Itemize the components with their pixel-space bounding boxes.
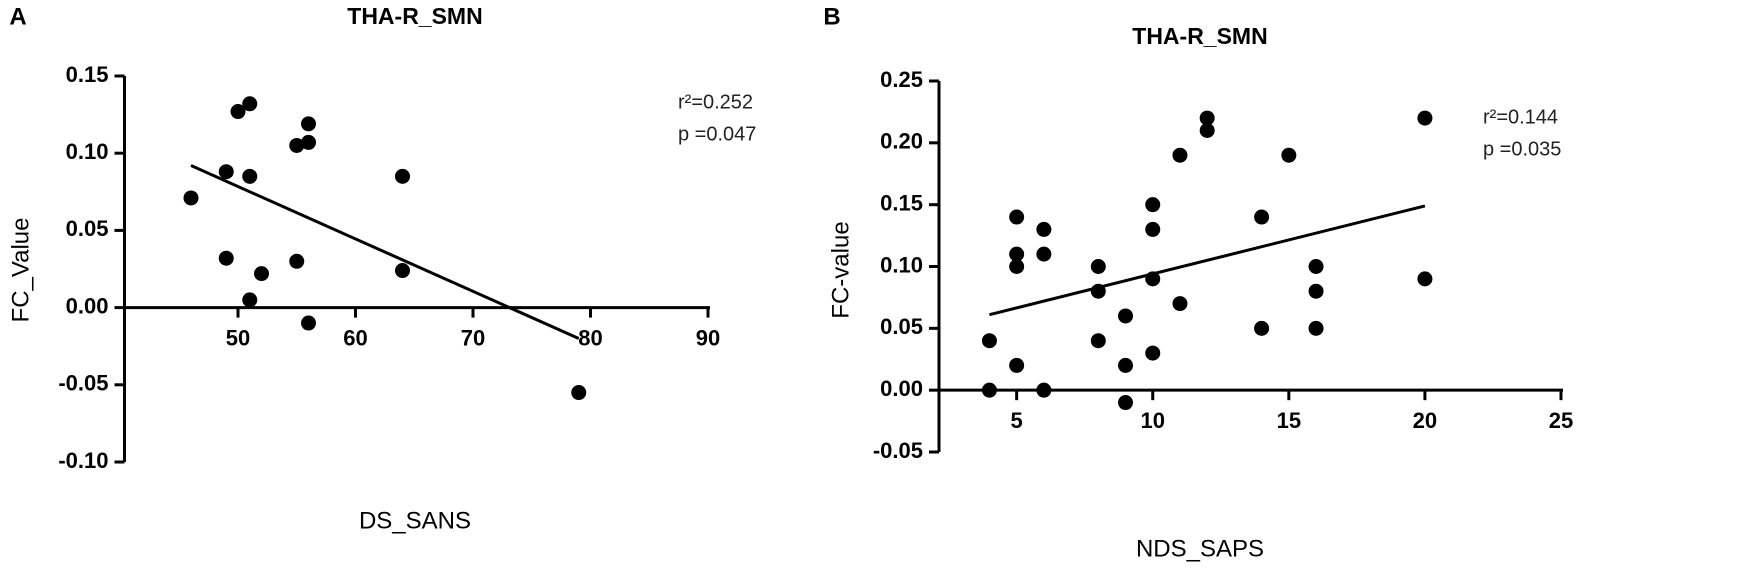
fit-line — [190, 164, 580, 340]
y-tick-label: -0.05 — [873, 438, 923, 463]
data-point — [218, 164, 234, 180]
data-point — [1145, 221, 1161, 237]
y-tick-label: 0.25 — [880, 67, 923, 92]
x-axis-label: DS_SANS — [359, 507, 471, 534]
data-point — [301, 315, 316, 331]
data-point — [301, 134, 316, 150]
y-tick-label: 0.15 — [880, 190, 923, 215]
chart-title: THA-R_SMN — [1132, 23, 1267, 49]
y-tick-label: 0.05 — [66, 216, 109, 241]
data-point — [1254, 320, 1270, 336]
data-point — [218, 250, 234, 266]
data-point — [1199, 122, 1215, 138]
data-point — [1090, 259, 1106, 274]
x-tick-label: 10 — [1140, 408, 1164, 433]
y-tick-label: 0.15 — [66, 62, 109, 87]
data-point — [1009, 259, 1025, 274]
data-point — [1118, 395, 1134, 411]
data-point — [1009, 246, 1025, 262]
data-point — [1145, 197, 1161, 213]
data-point — [981, 333, 997, 349]
data-point — [1308, 259, 1324, 274]
data-point — [395, 168, 410, 184]
fit-line — [989, 204, 1426, 317]
data-point — [1036, 221, 1052, 237]
data-point — [1308, 320, 1324, 336]
data-point — [1308, 283, 1324, 299]
x-tick-label: 60 — [343, 325, 367, 350]
data-point — [1009, 209, 1025, 225]
data-point — [1036, 382, 1052, 398]
data-point — [1036, 246, 1052, 262]
stat-annotation: p =0.035 — [1483, 138, 1561, 160]
x-tick-label: 20 — [1413, 408, 1437, 433]
data-point — [1254, 209, 1270, 225]
y-tick-label: 0.05 — [880, 314, 923, 339]
data-point — [1417, 110, 1433, 126]
panel-letter: A — [9, 3, 26, 30]
data-point — [395, 263, 410, 279]
data-point — [230, 104, 246, 120]
x-axis-label: NDS_SAPS — [1136, 535, 1264, 562]
data-point — [289, 253, 305, 269]
data-point — [254, 266, 269, 282]
data-point — [289, 137, 305, 153]
x-tick-label: 80 — [578, 325, 602, 350]
data-point — [1090, 333, 1106, 349]
data-point — [1090, 283, 1106, 299]
data-point — [1199, 110, 1215, 126]
data-point — [242, 168, 258, 184]
data-point — [1145, 271, 1161, 287]
chart-title: THA-R_SMN — [347, 3, 482, 29]
y-tick-label: 0.20 — [880, 129, 923, 154]
x-tick-label: 70 — [461, 325, 485, 350]
data-point — [1009, 357, 1025, 373]
data-point — [1118, 308, 1134, 324]
x-tick-label: 50 — [226, 325, 250, 350]
y-tick-label: 0.00 — [880, 376, 923, 401]
stat-annotation: p =0.047 — [678, 123, 756, 145]
panel-letter: B — [823, 3, 840, 30]
data-point — [1281, 147, 1297, 163]
data-point — [301, 116, 316, 132]
y-axis-label: FC-value — [827, 221, 854, 318]
x-tick-label: 15 — [1277, 408, 1301, 433]
y-tick-label: -0.05 — [58, 371, 108, 396]
data-point — [1118, 357, 1134, 373]
y-axis-label: FC_Value — [7, 218, 34, 323]
y-tick-label: 0.10 — [880, 252, 923, 277]
data-point — [242, 96, 258, 112]
data-point — [1145, 345, 1161, 361]
data-point — [571, 385, 587, 401]
x-tick-label: 90 — [696, 325, 720, 350]
x-tick-label: 5 — [1011, 408, 1023, 433]
stat-annotation: r²=0.144 — [1483, 106, 1558, 128]
y-tick-label: -0.10 — [58, 448, 108, 473]
data-point — [981, 382, 997, 398]
data-point — [1417, 271, 1433, 287]
y-tick-label: 0.00 — [66, 293, 109, 318]
stat-annotation: r²=0.252 — [678, 91, 753, 113]
data-point — [1172, 296, 1188, 312]
data-point — [242, 292, 258, 308]
data-point — [183, 190, 199, 206]
x-tick-label: 25 — [1549, 408, 1573, 433]
y-tick-label: 0.10 — [66, 139, 109, 164]
data-point — [1172, 147, 1188, 163]
